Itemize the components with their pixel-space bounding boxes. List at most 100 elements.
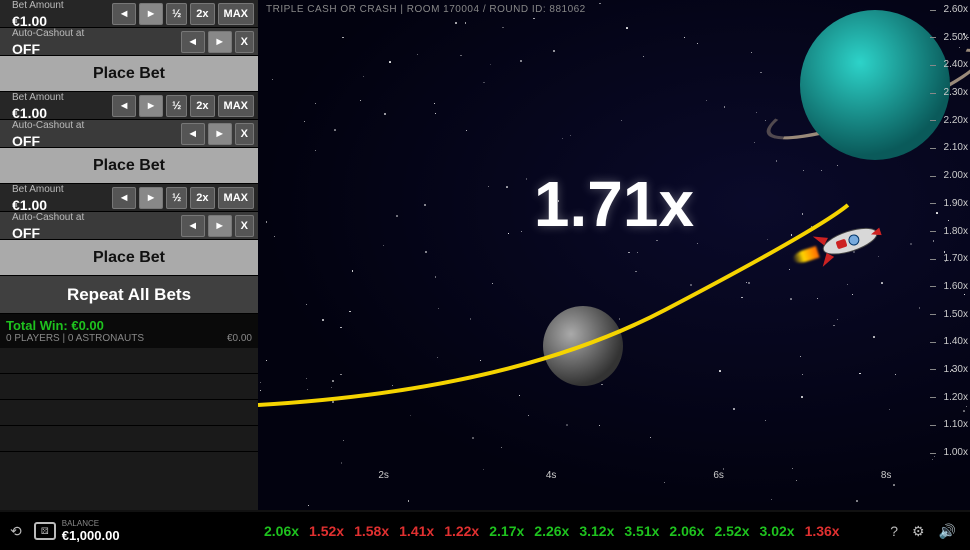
y-tick: 2.10x (928, 142, 970, 153)
y-tick: 1.10x (928, 419, 970, 430)
auto-cashout-label: Auto-Cashout at (6, 210, 90, 225)
history-value: 3.02x (760, 523, 795, 539)
help-icon[interactable]: ? (890, 523, 898, 539)
double-button[interactable]: 2x (190, 3, 214, 25)
list-item (0, 348, 258, 374)
auto-cashout-row: Auto-Cashout at OFF ◄ ► X (0, 120, 258, 148)
half-button[interactable]: ½ (166, 95, 187, 117)
y-tick: 2.60x (928, 4, 970, 15)
inc-button[interactable]: ► (208, 31, 232, 53)
y-tick: 2.30x (928, 87, 970, 98)
dec-button[interactable]: ◄ (112, 95, 136, 117)
y-tick: 2.40x (928, 59, 970, 70)
stats-panel: Total Win: €0.00 0 PLAYERS | 0 ASTRONAUT… (0, 314, 258, 348)
y-axis: 2.60x2.50x2.40x2.30x2.20x2.10x2.00x1.90x… (928, 0, 970, 462)
history-value: 2.52x (714, 523, 749, 539)
x-tick (593, 470, 677, 486)
inc-button[interactable]: ► (139, 187, 163, 209)
dec-button[interactable]: ◄ (181, 31, 205, 53)
auto-cashout-row: Auto-Cashout at OFF ◄ ► X (0, 28, 258, 56)
x-tick (258, 470, 342, 486)
list-item (0, 426, 258, 452)
y-tick: 2.00x (928, 170, 970, 181)
y-tick: 1.30x (928, 364, 970, 375)
dice-icon: ⚄ (34, 522, 56, 540)
bet-amount-row: Bet Amount €1.00 ◄ ► ½ 2x MAX (0, 0, 258, 28)
players-label: 0 PLAYERS | 0 ASTRONAUTS (6, 333, 144, 344)
y-tick: 2.50x (928, 32, 970, 43)
half-button[interactable]: ½ (166, 3, 187, 25)
rocket-icon (809, 215, 888, 276)
history-value: 3.12x (579, 523, 614, 539)
y-tick: 1.00x (928, 447, 970, 458)
bet-block: Bet Amount €1.00 ◄ ► ½ 2x MAX Auto-Casho… (0, 0, 258, 92)
dec-button[interactable]: ◄ (181, 123, 205, 145)
game-area: TRIPLE CASH OR CRASH | ROOM 170004 / ROU… (258, 0, 970, 510)
history-value: 2.06x (669, 523, 704, 539)
auto-cashout-value: OFF (6, 41, 90, 57)
history-value: 3.51x (624, 523, 659, 539)
sound-icon[interactable]: 🔊 (939, 523, 956, 540)
bet-amount-label: Bet Amount (6, 182, 70, 197)
round-info: TRIPLE CASH OR CRASH | ROOM 170004 / ROU… (266, 4, 586, 15)
bet-amount-row: Bet Amount €1.00 ◄ ► ½ 2x MAX (0, 184, 258, 212)
bet-amount-label: Bet Amount (6, 90, 70, 105)
footer-bar: ⟲ ⚄ BALANCE €1,000.00 2.06x 1.52x 1.58x 1.4… (0, 510, 970, 550)
history-value: 2.06x (264, 523, 299, 539)
inc-button[interactable]: ► (208, 215, 232, 237)
max-button[interactable]: MAX (218, 187, 254, 209)
y-tick: 1.80x (928, 226, 970, 237)
list-item (0, 400, 258, 426)
history-value: 1.41x (399, 523, 434, 539)
clear-button[interactable]: X (235, 123, 254, 145)
y-tick: 1.90x (928, 198, 970, 209)
y-tick: 1.70x (928, 253, 970, 264)
double-button[interactable]: 2x (190, 187, 214, 209)
auto-cashout-label: Auto-Cashout at (6, 26, 90, 41)
history-icon[interactable]: ⟲ (10, 523, 22, 540)
y-tick: 1.60x (928, 281, 970, 292)
x-tick: 4s (509, 470, 593, 486)
place-bet-button[interactable]: Place Bet (0, 148, 258, 184)
half-button[interactable]: ½ (166, 187, 187, 209)
history-value: 1.58x (354, 523, 389, 539)
stats-amount: €0.00 (227, 333, 252, 344)
x-axis: 2s4s6s8s (258, 470, 928, 486)
max-button[interactable]: MAX (218, 3, 254, 25)
balance-display: ⚄ BALANCE €1,000.00 (34, 519, 120, 543)
y-tick: 1.50x (928, 309, 970, 320)
max-button[interactable]: MAX (218, 95, 254, 117)
history-ticker: 2.06x1.52x1.58x1.41x1.22x2.17x2.26x3.12x… (258, 523, 876, 539)
bet-amount-label: Bet Amount (6, 0, 70, 13)
place-bet-button[interactable]: Place Bet (0, 56, 258, 92)
current-multiplier: 1.71x (534, 167, 694, 241)
x-tick (426, 470, 510, 486)
clear-button[interactable]: X (235, 31, 254, 53)
history-value: 2.26x (534, 523, 569, 539)
auto-cashout-value: OFF (6, 133, 90, 149)
place-bet-button[interactable]: Place Bet (0, 240, 258, 276)
clear-button[interactable]: X (235, 215, 254, 237)
history-value: 1.36x (805, 523, 840, 539)
inc-button[interactable]: ► (208, 123, 232, 145)
dec-button[interactable]: ◄ (112, 3, 136, 25)
bet-amount-row: Bet Amount €1.00 ◄ ► ½ 2x MAX (0, 92, 258, 120)
x-tick (761, 470, 845, 486)
repeat-all-button[interactable]: Repeat All Bets (0, 276, 258, 314)
bet-block: Bet Amount €1.00 ◄ ► ½ 2x MAX Auto-Casho… (0, 184, 258, 276)
auto-cashout-row: Auto-Cashout at OFF ◄ ► X (0, 212, 258, 240)
settings-icon[interactable]: ⚙ (912, 523, 925, 540)
moon (543, 306, 623, 386)
double-button[interactable]: 2x (190, 95, 214, 117)
dec-button[interactable]: ◄ (181, 215, 205, 237)
y-tick: 1.40x (928, 336, 970, 347)
bet-sidebar: Bet Amount €1.00 ◄ ► ½ 2x MAX Auto-Casho… (0, 0, 258, 510)
x-tick: 6s (677, 470, 761, 486)
list-item (0, 374, 258, 400)
inc-button[interactable]: ► (139, 3, 163, 25)
y-tick: 1.20x (928, 392, 970, 403)
history-value: 1.52x (309, 523, 344, 539)
dec-button[interactable]: ◄ (112, 187, 136, 209)
x-tick: 2s (342, 470, 426, 486)
inc-button[interactable]: ► (139, 95, 163, 117)
